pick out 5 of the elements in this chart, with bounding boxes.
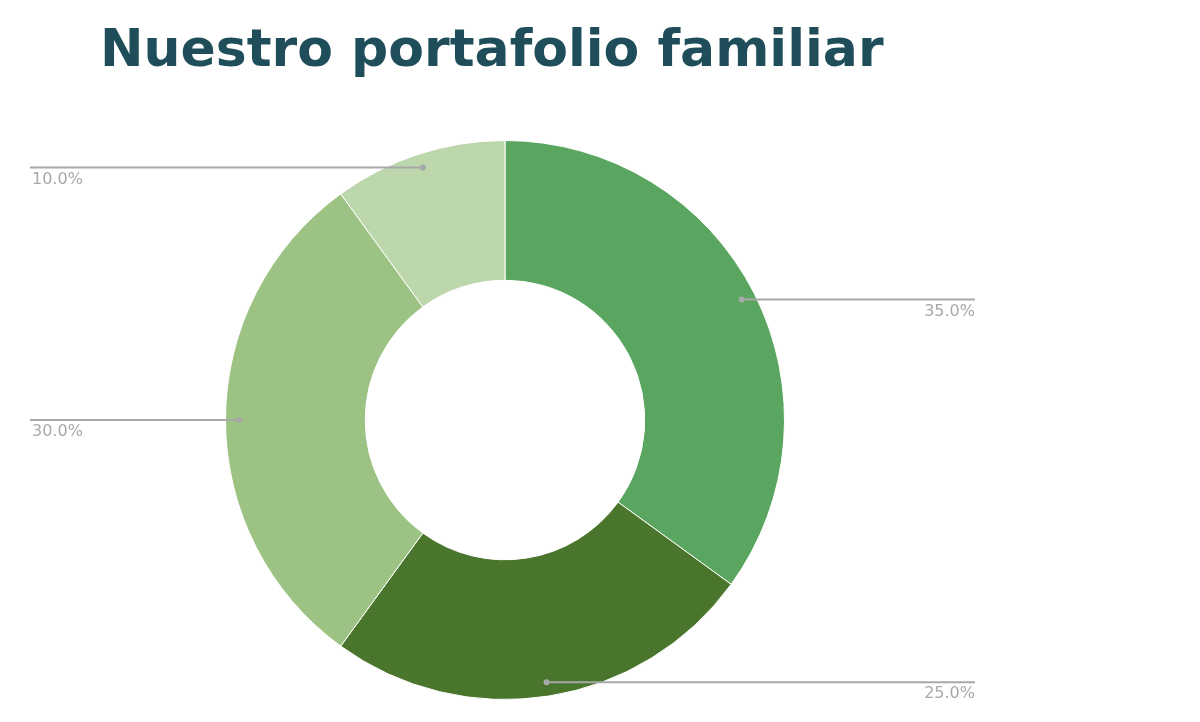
data-label: 25.0% bbox=[924, 683, 975, 703]
data-label: 30.0% bbox=[32, 421, 83, 441]
data-label: 10.0% bbox=[32, 168, 83, 188]
data-label: 35.0% bbox=[924, 300, 975, 320]
chart-title: Nuestro portafolio familiar bbox=[100, 18, 884, 78]
